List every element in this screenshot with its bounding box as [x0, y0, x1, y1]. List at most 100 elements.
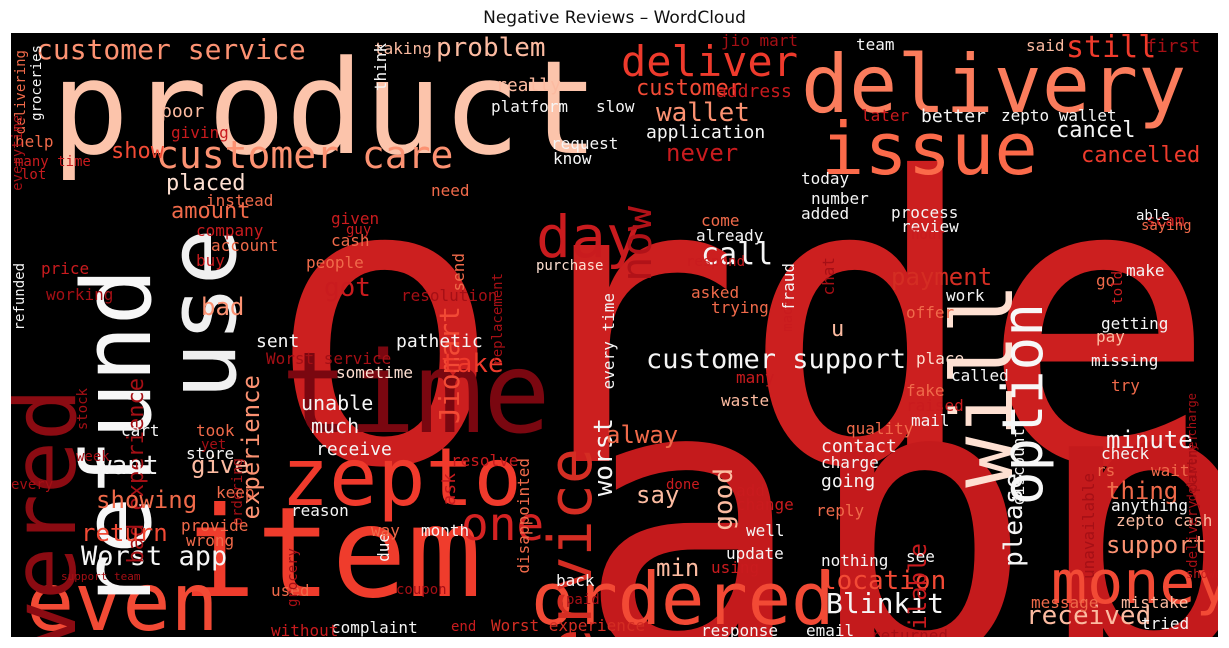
word-made: made — [780, 298, 796, 332]
word-one: one — [461, 497, 545, 551]
word-chat: chat — [819, 257, 838, 296]
word-sent: sent — [256, 331, 300, 352]
word-message: message — [1031, 593, 1099, 612]
word-deliver: deliver — [621, 37, 799, 86]
word-told: told — [1110, 271, 1126, 305]
word-order: order — [266, 95, 1218, 555]
word-customer: customer — [636, 76, 742, 101]
word-hour: hour — [911, 227, 945, 243]
word-sometime: sometime — [336, 363, 414, 382]
word-way: way — [371, 521, 400, 540]
word-every-time: every time — [599, 293, 618, 390]
word-grocery: grocery — [285, 548, 301, 608]
word-wallet: wallet — [656, 98, 750, 128]
word-application: application — [646, 122, 766, 143]
word-add: add — [736, 481, 765, 500]
word-said: said — [1026, 36, 1065, 55]
word-fake: fake — [906, 381, 945, 400]
word-poor: poor — [161, 101, 205, 122]
word-problem: problem — [436, 33, 546, 63]
word-u: u — [831, 317, 845, 342]
word-alway: alway — [606, 421, 679, 449]
word-ask: ask — [439, 473, 460, 506]
word-app: app — [576, 301, 1218, 638]
word-customer-service: customer service — [36, 33, 306, 66]
word-missing: missing — [1091, 351, 1159, 370]
word-got: got — [324, 273, 371, 303]
word-still: still — [1066, 33, 1157, 65]
word-jio-mart: jio mart — [721, 33, 799, 50]
word-pay: pay — [1096, 327, 1125, 346]
word-keep: keep — [216, 483, 255, 502]
word-take: take — [441, 349, 504, 379]
word-mail: mail — [911, 411, 950, 430]
word-returned: returned — [871, 626, 949, 638]
word-rs: rs — [1096, 461, 1116, 480]
word-slow: slow — [596, 97, 635, 116]
word-change: change — [736, 495, 794, 514]
word-reply: reply — [816, 501, 865, 520]
word-contact: contact — [821, 436, 897, 457]
word-saying: saying — [1141, 218, 1192, 234]
word-tried: tried — [1141, 614, 1190, 633]
word-cash: cash — [331, 231, 370, 250]
word-discount: discount — [1009, 428, 1028, 506]
word-raised: raised — [906, 396, 964, 415]
word-complaint: complaint — [331, 618, 418, 637]
word-give: give — [191, 451, 249, 479]
word-purchase: purchase — [536, 258, 604, 274]
word-see: see — [906, 547, 935, 566]
word-lot: lot — [21, 167, 47, 183]
word-respond: respond — [686, 254, 746, 270]
word-cancelled: cancelled — [1081, 143, 1201, 168]
word-worst-service: Worst service — [266, 349, 392, 368]
word-min: min — [656, 554, 700, 582]
word-going: going — [821, 471, 876, 492]
word-delivery: delivery — [801, 38, 1187, 131]
word-review: review — [901, 217, 959, 236]
word-time: time — [281, 329, 551, 459]
word-cancel: cancel — [1056, 118, 1136, 143]
word-offer: offer — [906, 303, 955, 322]
word-given: given — [331, 209, 380, 228]
word-later: later — [861, 106, 910, 125]
word-price: price — [41, 259, 90, 278]
word-customer-support: customer support — [646, 344, 907, 375]
word-know: know — [553, 149, 592, 168]
word-customer-care: customer care — [156, 133, 454, 177]
word-zepto-wallet: zepto wallet — [1001, 106, 1117, 125]
word-place: place — [916, 349, 965, 368]
chart-title: Negative Reviews – WordCloud — [483, 8, 746, 28]
word-month: month — [421, 521, 470, 540]
word-number: number — [811, 189, 869, 208]
word-think: think — [371, 43, 390, 92]
word-wrong: wrong — [186, 531, 235, 550]
word-help: help — [15, 132, 54, 151]
word-working: working — [46, 285, 114, 304]
word-people: people — [306, 253, 364, 272]
word-disappointed: disappointed — [514, 458, 533, 574]
word-return: return — [81, 519, 168, 547]
word-thing: thing — [1106, 477, 1179, 505]
word-done: done — [666, 477, 700, 493]
word-process: process — [891, 203, 959, 222]
word-many: many — [736, 368, 775, 387]
word-want: want — [96, 451, 159, 481]
word-guy: guy — [346, 222, 372, 238]
word-need: need — [431, 181, 470, 200]
word-amount: amount — [171, 199, 251, 224]
word-without: without — [271, 621, 339, 638]
word-waste: waste — [721, 391, 770, 410]
word-really: really — [496, 75, 562, 96]
word-giving: giving — [171, 123, 229, 142]
word-payment: payment — [891, 263, 993, 291]
word-show: show — [111, 139, 164, 164]
word-called: called — [951, 366, 1009, 385]
word-getting: getting — [1101, 314, 1169, 333]
word-zepto: zepto — [281, 431, 522, 524]
word-resolve: resolve — [451, 451, 519, 470]
word-quality: quality — [846, 419, 914, 438]
word-receive: receive — [316, 439, 392, 460]
word-many-time: many time — [15, 154, 91, 170]
word-refunded: refunded — [12, 263, 28, 331]
